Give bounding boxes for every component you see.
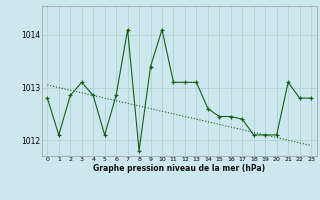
X-axis label: Graphe pression niveau de la mer (hPa): Graphe pression niveau de la mer (hPa) bbox=[93, 164, 265, 173]
